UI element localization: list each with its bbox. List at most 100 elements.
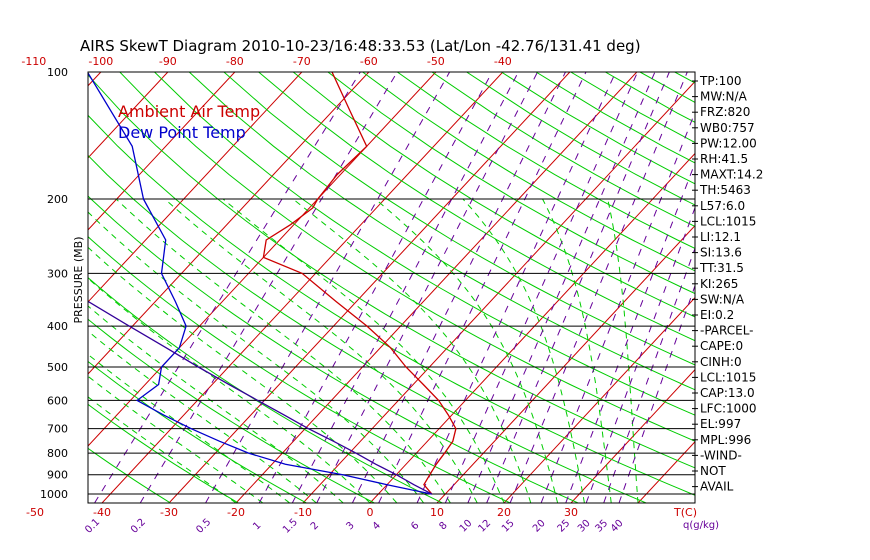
isotherm-line: [772, 72, 870, 503]
mixing-ratio-unit-label: q(g/kg): [683, 520, 719, 531]
dry-adiabat-line: [88, 403, 239, 503]
isobar-lines: [88, 198, 695, 495]
index-item: LCL:1015: [700, 214, 756, 228]
mixing-ratio-tick-label: 0.2: [129, 517, 148, 536]
bottom-temp-tick-labels: -50 -40 -30 -20 -10 0 10 20 30: [26, 506, 578, 519]
mixing-ratio-lines: [94, 72, 695, 503]
index-item: FRZ:820: [700, 105, 750, 119]
isotherm-line: [235, 72, 638, 503]
mixing-ratio-line: [316, 72, 539, 503]
index-item: -WIND-: [700, 448, 742, 462]
moist-adiabat-line: [88, 305, 344, 503]
dry-adiabat-line: [292, 72, 695, 318]
index-item: SW:N/A: [700, 292, 745, 306]
index-item: CAPE:0: [700, 339, 743, 353]
mixing-ratio-tick-label: 35: [594, 518, 611, 535]
bottom-temp-tick-label: -20: [227, 506, 245, 519]
chart-title: AIRS SkewT Diagram 2010-10-23/16:48:33.5…: [80, 37, 641, 55]
index-item: PW:12.00: [700, 136, 757, 150]
dry-adiabat-line: [88, 235, 511, 503]
dry-adiabat-line: [88, 154, 647, 503]
mixing-ratio-line: [565, 161, 695, 503]
pressure-tick-label: 200: [47, 193, 68, 206]
x-axis-unit-label: T(C): [673, 506, 697, 519]
bottom-temp-tick-label: -10: [294, 506, 312, 519]
y-axis-label: PRESSURE (MB): [72, 237, 85, 324]
isotherm-line: [369, 152, 695, 503]
pressure-tick-label: 100: [47, 66, 68, 79]
dew-point-temp-line: [88, 72, 433, 495]
mixing-ratio-line: [205, 72, 451, 503]
dry-adiabat-line: [88, 74, 695, 469]
top-temp-tick-label: -80: [226, 55, 244, 68]
moist-adiabat-line: [462, 198, 585, 503]
dry-adiabat-line: [88, 318, 375, 503]
moist-adiabat-line: [607, 198, 639, 503]
index-item: CINH:0: [700, 355, 742, 369]
bottom-temp-tick-label: 30: [564, 506, 578, 519]
mixing-ratio-tick-label: 2: [309, 520, 321, 532]
moist-adiabat-line: [88, 375, 264, 503]
index-item: LFC:1000: [700, 402, 757, 416]
mixing-ratio-line: [416, 72, 617, 503]
top-temp-tick-label: -70: [293, 55, 311, 68]
isotherm-line: [302, 80, 695, 503]
legend: Ambient Air Temp Dew Point Temp: [118, 102, 260, 142]
top-temp-tick-label: -100: [88, 55, 113, 68]
dry-adiabat-line: [223, 72, 695, 366]
index-item: SI:13.6: [700, 246, 742, 260]
dry-adiabat-line: [258, 72, 695, 342]
dry-adiabat-line: [154, 72, 695, 416]
pressure-tick-label: 400: [47, 320, 68, 333]
moist-adiabat-line: [88, 246, 398, 503]
moist-adiabat-line: [375, 198, 559, 503]
index-item: L57:6.0: [700, 199, 745, 213]
isotherm-line: [570, 368, 695, 503]
moist-adiabat-line: [88, 211, 425, 503]
index-item: LCL:1015: [700, 370, 756, 384]
mixing-ratio-tick-label: 15: [500, 518, 517, 535]
isotherm-line: [88, 72, 437, 447]
pressure-tick-label: 300: [47, 267, 68, 280]
top-temp-tick-label: -40: [494, 55, 512, 68]
top-temp-tick-label: -50: [427, 55, 445, 68]
pressure-tick-label: 1000: [40, 488, 68, 501]
moist-adiabat-line: [164, 198, 478, 503]
index-item: CAP:13.0: [700, 386, 755, 400]
top-temp-tick-label: -90: [159, 55, 177, 68]
index-item: TT:31.5: [699, 261, 744, 275]
mixing-ratio-tick-label: 1: [251, 520, 263, 532]
dry-adiabat-line: [88, 195, 579, 503]
mixing-ratio-tick-label: 6: [409, 520, 421, 532]
legend-ambient-label: Ambient Air Temp: [118, 102, 260, 121]
dry-adiabat-line: [744, 72, 870, 503]
mixing-ratio-tick-label: 20: [531, 518, 548, 535]
dry-adiabat-line: [88, 447, 171, 503]
mixing-ratio-line: [351, 72, 566, 503]
pressure-tick-label: 800: [47, 447, 68, 460]
mixing-ratio-tick-label: 1.5: [281, 517, 300, 536]
dry-adiabat-line: [362, 72, 695, 272]
mixing-ratio-line: [94, 72, 361, 503]
dry-adiabat-line: [188, 72, 695, 391]
index-item: AVAIL: [700, 480, 734, 494]
mixing-ratio-tick-label: 3: [344, 520, 356, 532]
mixing-ratio-tick-label: 8: [437, 520, 449, 532]
index-item: MAXT:14.2: [700, 168, 763, 182]
bottom-temp-tick-label: -30: [160, 506, 178, 519]
plot-frame: [87, 71, 696, 504]
moist-adiabat-line: [542, 198, 612, 503]
isotherm-line: [88, 72, 102, 87]
mixing-ratio-tick-label: 40: [609, 518, 626, 535]
mixing-ratio-line: [378, 72, 587, 503]
mixing-ratio-tick-label: 10: [458, 518, 475, 535]
dry-adiabat-lines: [88, 72, 870, 503]
mixing-ratio-tick-label: 0.1: [83, 517, 102, 536]
mixing-ratio-line: [444, 72, 639, 503]
top-temp-tick-label: -110: [21, 55, 46, 68]
mixing-ratio-line: [603, 246, 695, 503]
dry-adiabat-line: [119, 72, 695, 442]
isotherm-line: [88, 72, 169, 159]
dry-adiabat-line: [327, 72, 695, 295]
index-item: EL:997: [700, 417, 741, 431]
